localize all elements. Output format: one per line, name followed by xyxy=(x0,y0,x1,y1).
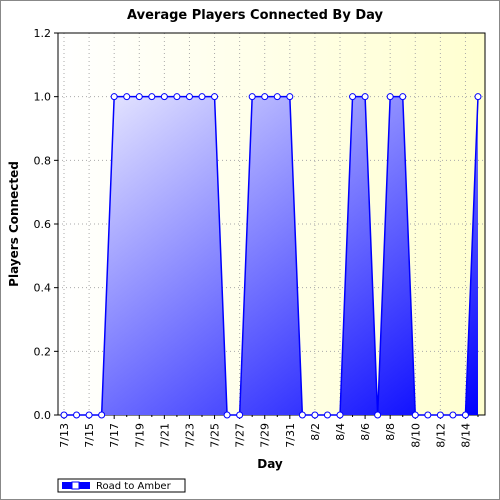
x-tick-label: 8/12 xyxy=(434,423,447,448)
marker xyxy=(85,411,93,419)
marker xyxy=(236,411,244,419)
marker xyxy=(73,411,81,419)
x-axis-title: Day xyxy=(257,457,283,471)
line xyxy=(64,95,479,416)
y-tick-label: 0.4 xyxy=(34,282,52,295)
x-tick-label: 7/25 xyxy=(209,423,222,448)
marker xyxy=(135,93,143,101)
marker xyxy=(110,93,118,101)
legend-marker xyxy=(71,481,80,490)
marker xyxy=(148,93,156,101)
marker xyxy=(123,93,131,101)
marker xyxy=(461,411,469,419)
y-tick-label: 1.2 xyxy=(34,27,52,40)
y-axis-title: Players Connected xyxy=(7,161,21,287)
x-tick-label: 7/29 xyxy=(259,423,272,448)
marker xyxy=(323,411,331,419)
x-tick-label: 7/17 xyxy=(108,423,121,448)
marker xyxy=(411,411,419,419)
x-tick-label: 7/23 xyxy=(183,423,196,448)
marker xyxy=(436,411,444,419)
x-tick-label: 8/14 xyxy=(459,423,472,448)
x-tick-label: 8/8 xyxy=(384,423,397,441)
marker xyxy=(449,411,457,419)
marker xyxy=(298,411,306,419)
marker xyxy=(248,93,256,101)
marker xyxy=(399,93,407,101)
marker xyxy=(160,93,168,101)
y-tick-label: 0.0 xyxy=(34,409,52,422)
chart-title: Average Players Connected By Day xyxy=(127,8,383,23)
legend-label: Road to Amber xyxy=(96,481,172,492)
marker xyxy=(336,411,344,419)
marker xyxy=(98,411,106,419)
x-tick-label: 7/31 xyxy=(284,423,297,448)
marker xyxy=(173,93,181,101)
x-tick-label: 8/4 xyxy=(334,423,347,441)
marker xyxy=(386,93,394,101)
x-tick-label: 8/2 xyxy=(309,423,322,441)
marker xyxy=(185,93,193,101)
y-tick-label: 0.6 xyxy=(34,218,52,231)
marker xyxy=(273,93,281,101)
marker xyxy=(474,93,482,101)
y-tick-label: 1.0 xyxy=(34,91,52,104)
x-tick-label: 7/13 xyxy=(58,423,71,448)
marker xyxy=(361,93,369,101)
marker xyxy=(261,93,269,101)
x-tick-label: 7/19 xyxy=(133,423,146,448)
marker xyxy=(349,93,357,101)
area xyxy=(64,96,478,416)
y-tick-label: 0.8 xyxy=(34,154,52,167)
x-tick-label: 7/15 xyxy=(83,423,96,448)
marker xyxy=(374,411,382,419)
marker xyxy=(198,93,206,101)
marker xyxy=(311,411,319,419)
marker xyxy=(211,93,219,101)
marker xyxy=(60,411,68,419)
marker xyxy=(424,411,432,419)
marker xyxy=(223,411,231,419)
x-tick-label: 7/27 xyxy=(234,423,247,448)
x-tick-label: 8/6 xyxy=(359,423,372,441)
x-tick-label: 7/21 xyxy=(158,423,171,448)
marker xyxy=(286,93,294,101)
legend: Road to Amber xyxy=(57,478,186,493)
x-tick-label: 8/10 xyxy=(409,423,422,448)
y-tick-label: 0.2 xyxy=(34,345,52,358)
